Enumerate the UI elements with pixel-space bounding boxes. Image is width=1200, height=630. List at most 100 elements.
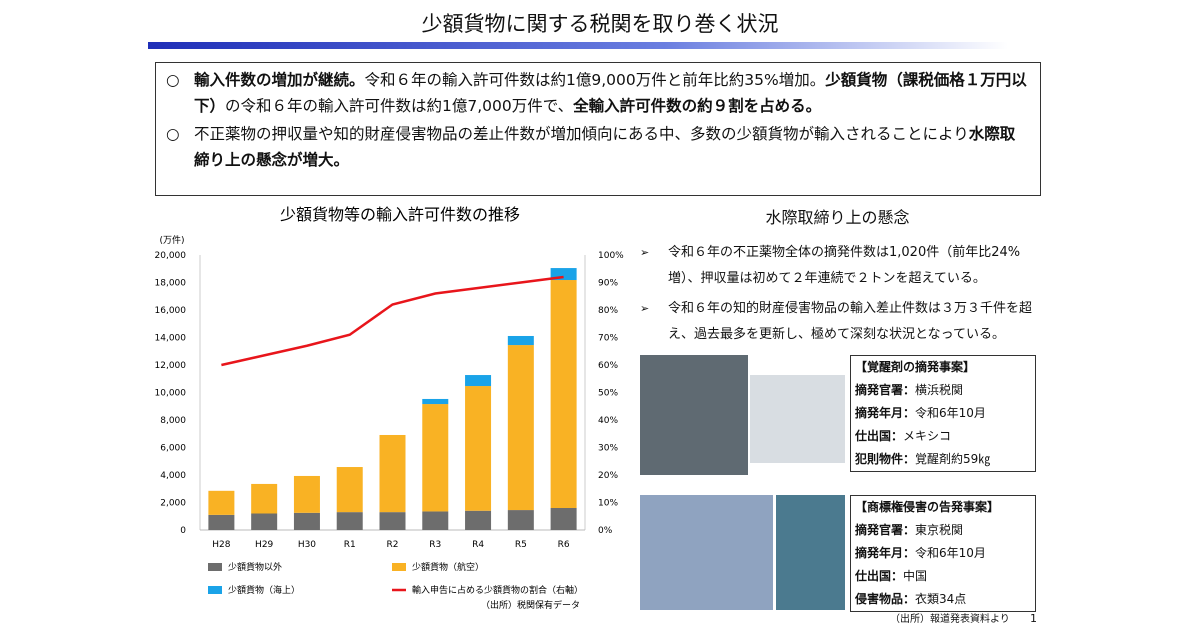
concern-bullet: ➢ 令和６年の不正薬物全体の摘発件数は1,020件（前年比24%増）、押収量は初め… bbox=[640, 240, 1035, 292]
concern-bullet: ➢ 令和６年の知的財産侵害物品の輸入差止件数は３万３千件を超え、過去最多を更新し、… bbox=[640, 296, 1035, 348]
y-tick-label: 12,000 bbox=[155, 361, 187, 371]
y2-tick-label: 90% bbox=[598, 279, 618, 289]
chart-source: （出所）税関保有データ bbox=[481, 599, 580, 611]
case-row: 摘発官署：東京税関 bbox=[855, 519, 1031, 542]
text-segment: 全輸入許可件数の約９割を占める。 bbox=[573, 97, 822, 115]
y2-tick-label: 20% bbox=[598, 471, 618, 481]
y2-tick-label: 40% bbox=[598, 416, 618, 426]
case-label: 仕出国： bbox=[855, 569, 904, 583]
x-tick-label: H28 bbox=[212, 540, 230, 550]
case-label: 摘発官署： bbox=[855, 383, 916, 397]
case-label: 摘発年月： bbox=[855, 546, 916, 560]
bar-segment bbox=[550, 280, 577, 508]
photo bbox=[750, 375, 845, 463]
bullet-mark: ➢ bbox=[640, 246, 650, 259]
y-tick-label: 10,000 bbox=[155, 389, 187, 399]
bullet-mark: ➢ bbox=[640, 302, 650, 315]
x-tick-label: R1 bbox=[344, 540, 356, 550]
bar-segment bbox=[465, 510, 492, 530]
text-segment: 不正薬物の押収量や知的財産侵害物品の差止件数が増加傾向にある中、多数の少額貨物が… bbox=[194, 125, 969, 143]
chart: 少額貨物等の輸入許可件数の推移 (万件) （出所）税関保有データ 0 2,000 4… bbox=[155, 205, 625, 611]
bar-segment bbox=[293, 512, 320, 530]
case-row: 摘発年月：令和6年10月 bbox=[855, 542, 1031, 565]
case-label: 侵害物品： bbox=[855, 592, 916, 606]
text-segment: 水際取締り上の懸念が増大。 bbox=[194, 125, 1016, 169]
bar-segment bbox=[379, 434, 406, 513]
y-tick-label: 20,000 bbox=[155, 251, 187, 261]
y2-tick-label: 100% bbox=[598, 251, 624, 261]
bar-segment bbox=[251, 483, 278, 514]
x-tick-label: R3 bbox=[429, 540, 441, 550]
bar-segment bbox=[379, 512, 406, 530]
bullet-text: 不正薬物の押収量や知的財産侵害物品の差止件数が増加傾向にある中、多数の少額貨物が… bbox=[194, 121, 1030, 173]
case-value: 覚醒剤約59㎏ bbox=[915, 452, 991, 466]
case-value: 中国 bbox=[903, 569, 928, 583]
y-unit: (万件) bbox=[159, 234, 184, 246]
x-tick-label: R5 bbox=[515, 540, 527, 550]
summary-bullet: ○ 輸入件数の増加が継続。令和６年の輸入許可件数は約1億9,000万件と前年比約3… bbox=[166, 67, 1030, 119]
y-tick-label: 8,000 bbox=[160, 416, 186, 426]
bullet-mark: ○ bbox=[166, 71, 180, 89]
case-label: 摘発年月： bbox=[855, 406, 916, 420]
case-box: 【商標権侵害の告発事案】 摘発官署：東京税関 摘発年月：令和6年10月 仕出国：中国侵… bbox=[850, 495, 1036, 612]
bar-segment bbox=[336, 512, 363, 530]
y-tick-label: 4,000 bbox=[160, 471, 186, 481]
case-row: 摘発年月：令和6年10月 bbox=[855, 402, 1031, 425]
summary-box: ○ 輸入件数の増加が継続。令和６年の輸入許可件数は約1億9,000万件と前年比約3… bbox=[155, 62, 1041, 196]
legend-swatch bbox=[208, 563, 222, 571]
bar-segment bbox=[550, 508, 577, 530]
legend-label: 少額貨物（航空） bbox=[412, 561, 484, 573]
text-segment: 輸入件数の増加が継続。 bbox=[194, 71, 365, 89]
case-row: 仕出国：メキシコ bbox=[855, 425, 1031, 448]
case-value: 横浜税関 bbox=[915, 383, 964, 397]
case-value: メキシコ bbox=[903, 429, 952, 443]
bar-segment bbox=[208, 490, 235, 515]
bullet-text: 輸入件数の増加が継続。令和６年の輸入許可件数は約1億9,000万件と前年比約35… bbox=[194, 67, 1030, 119]
source: （出所）報道発表資料より bbox=[890, 614, 1010, 625]
case-box: 【覚醒剤の摘発事案】 摘発官署：横浜税関 摘発年月：令和6年10月 仕出国：メキシコ犯… bbox=[850, 355, 1036, 472]
bar-segment bbox=[507, 335, 534, 346]
case-value: 衣類34点 bbox=[915, 592, 967, 606]
case-title: 【商標権侵害の告発事案】 bbox=[855, 500, 1000, 514]
case-title: 【覚醒剤の摘発事案】 bbox=[855, 360, 976, 374]
legend-swatch bbox=[392, 563, 406, 571]
bar-segment bbox=[465, 375, 492, 387]
text-segment: 令和６年の輸入許可件数は約1億9,000万件と前年比約35%増加。 bbox=[364, 71, 826, 89]
x-tick-label: H29 bbox=[255, 540, 273, 550]
bullet-text: 令和６年の不正薬物全体の摘発件数は1,020件（前年比24%増）、押収量は初めて… bbox=[668, 245, 1021, 286]
legend-swatch bbox=[208, 586, 222, 594]
photo bbox=[776, 495, 845, 610]
legend-label: 輸入申告に占める少額貨物の割合（右軸） bbox=[412, 584, 583, 596]
case-value: 東京税関 bbox=[915, 523, 964, 537]
bar-segment bbox=[465, 386, 492, 511]
y2-tick-label: 60% bbox=[598, 361, 618, 371]
bar-segment bbox=[507, 510, 534, 530]
y-tick-label: 2,000 bbox=[160, 499, 186, 509]
case-label: 仕出国： bbox=[855, 429, 904, 443]
y2-tick-label: 70% bbox=[598, 334, 618, 344]
bar-segment bbox=[336, 467, 363, 513]
text-segment: の令和６年の輸入許可件数は約1億7,000万件で、 bbox=[225, 97, 574, 115]
y2-tick-label: 80% bbox=[598, 306, 618, 316]
photo bbox=[640, 355, 748, 475]
photo bbox=[640, 495, 773, 610]
x-tick-label: R4 bbox=[472, 540, 484, 550]
y2-tick-label: 30% bbox=[598, 444, 618, 454]
legend-label: 少額貨物以外 bbox=[228, 561, 282, 573]
y-tick-label: 18,000 bbox=[155, 279, 187, 289]
case-row: 仕出国：中国 bbox=[855, 565, 1031, 588]
bar-segment bbox=[507, 345, 534, 511]
y2-tick-label: 10% bbox=[598, 499, 618, 509]
text-segment: 少額貨物（課税価格１万円以下） bbox=[194, 71, 1027, 115]
legend-label: 少額貨物（海上） bbox=[228, 584, 300, 596]
case-row: 摘発官署：横浜税関 bbox=[855, 379, 1031, 402]
chart-title: 少額貨物等の輸入許可件数の推移 bbox=[280, 205, 520, 224]
title-rule bbox=[148, 42, 1008, 49]
y-tick-label: 0 bbox=[180, 526, 186, 536]
bullet-text: 令和６年の知的財産侵害物品の輸入差止件数は３万３千件を超え、過去最多を更新し、極… bbox=[668, 301, 1033, 342]
case-label: 犯則物件： bbox=[855, 452, 916, 466]
case-row: 犯則物件：覚醒剤約59㎏ bbox=[855, 448, 1031, 471]
slide-title: 少額貨物に関する税関を取り巻く状況 bbox=[421, 12, 779, 36]
bar-segment bbox=[208, 514, 235, 530]
